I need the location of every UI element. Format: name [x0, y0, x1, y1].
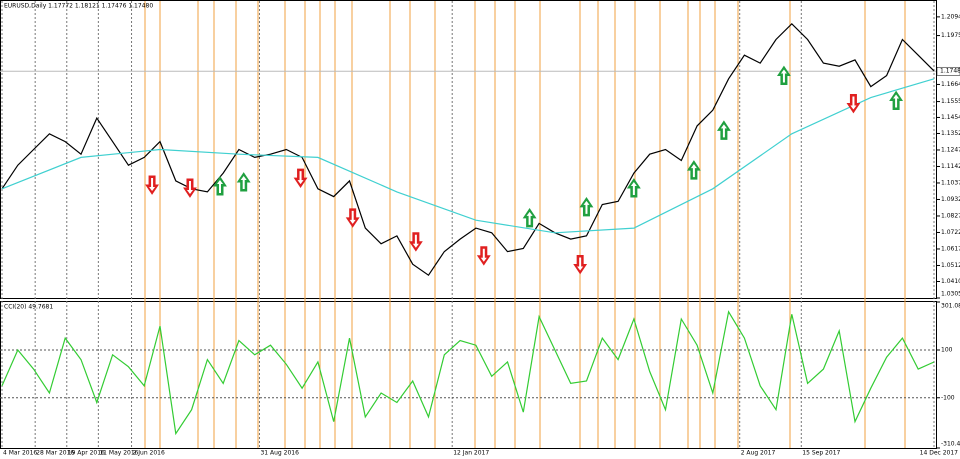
arrow-inner — [480, 248, 487, 262]
series-line — [1, 22, 935, 277]
y-tick-label: 301.088 — [941, 303, 960, 310]
y-tick-label: 1.04100 — [941, 278, 960, 285]
last-price-label: 1.17480 — [940, 68, 960, 75]
arrow-inner — [412, 234, 419, 248]
y-tick-label: 1.20940 — [941, 13, 960, 20]
y-tick-label: 1.05120 — [941, 262, 960, 269]
arrow-inner — [720, 124, 727, 138]
x-tick-label: 11 May 2016 — [99, 450, 138, 457]
cci-panel-frame — [0, 301, 937, 449]
arrow-inner — [850, 96, 857, 110]
x-tick-label: 4 Mar 2016 — [3, 450, 37, 457]
y-tick-label: 1.15550 — [941, 98, 960, 105]
series-line — [1, 78, 935, 234]
arrow-inner — [780, 69, 787, 83]
arrow-inner — [216, 179, 223, 193]
y-tick-label: 1.10370 — [941, 179, 960, 186]
y-tick-label: 1.06170 — [941, 245, 960, 252]
y-tick-label: 1.08270 — [941, 212, 960, 219]
arrow-inner — [186, 181, 193, 194]
y-tick-label: 1.09320 — [941, 196, 960, 203]
y-tick-label: 1.13520 — [941, 130, 960, 137]
x-tick-label: 12 Jan 2017 — [453, 450, 489, 457]
x-tick-label: 19 Apr 2016 — [68, 450, 105, 457]
arrow-inner — [630, 182, 637, 195]
y-tick-label: 1.14540 — [941, 114, 960, 121]
y-tick-label: -310.428 — [941, 441, 960, 448]
x-tick-label: 2 Jun 2016 — [133, 450, 165, 457]
x-tick-label: 31 Aug 2016 — [260, 450, 299, 457]
panel-title: EURUSD,Daily 1.17772 1.18121 1.17476 1.1… — [4, 3, 153, 10]
y-tick-label: 1.16640 — [941, 81, 960, 88]
y-tick-label: 100 — [941, 347, 953, 354]
series-line — [1, 310, 935, 436]
arrow-inner — [297, 171, 304, 185]
last-price-box — [936, 66, 960, 76]
y-tick-label: 1.07220 — [941, 229, 960, 236]
arrow-inner — [690, 164, 697, 178]
y-tick-label: -100 — [941, 394, 955, 401]
arrow-inner — [577, 257, 584, 271]
arrow-inner — [583, 200, 590, 214]
y-tick-label: 1.12470 — [941, 146, 960, 153]
arrow-inner — [149, 178, 156, 192]
x-tick-label: 15 Sep 2017 — [802, 450, 840, 457]
y-tick-label: 1.03050 — [941, 291, 960, 298]
arrow-inner — [349, 210, 356, 224]
panel-title: CCI(20) 49.7681 — [4, 304, 53, 311]
arrow-inner — [240, 176, 247, 190]
y-tick-label: 1.11420 — [941, 163, 960, 170]
y-tick-label: 1.19750 — [941, 32, 960, 39]
x-tick-label: 14 Dec 2017 — [920, 450, 959, 457]
arrow-inner — [893, 94, 900, 108]
x-tick-label: 2 Aug 2017 — [741, 450, 776, 457]
arrow-inner — [526, 211, 533, 225]
x-tick-label: 28 Mar 2016 — [36, 450, 74, 457]
